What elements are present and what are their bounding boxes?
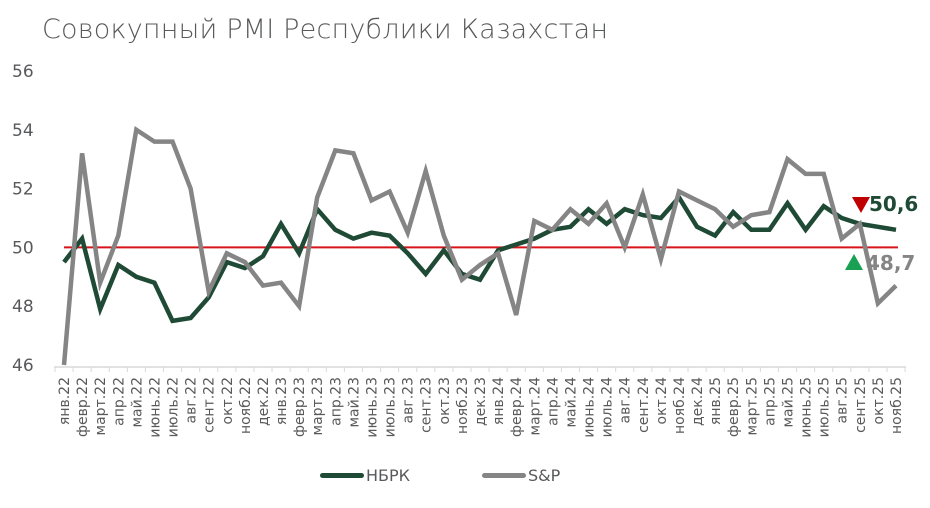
- y-tick-label: 46: [12, 356, 34, 376]
- x-tick-label: апр.24: [545, 377, 561, 426]
- x-tick-label: апр.25: [762, 377, 778, 426]
- series-layer: [61, 126, 898, 366]
- x-tick-label: сент.22: [202, 377, 218, 433]
- annotation-sp-value: 48,7: [866, 251, 915, 275]
- x-tick-label: дек.23: [473, 377, 489, 426]
- x-tick-label: нояб.24: [672, 377, 688, 434]
- x-tick-label: янв.22: [57, 377, 73, 425]
- x-tick-label: июль.24: [600, 377, 616, 437]
- x-tick-label: февр.25: [726, 377, 742, 437]
- x-tick-label: апр.23: [328, 377, 344, 426]
- y-axis: 46 48 50 52 54 56: [12, 62, 34, 376]
- x-tick-label: март.22: [93, 377, 109, 435]
- x-tick-label: сент.24: [636, 377, 652, 433]
- x-tick-label: июль.25: [817, 377, 833, 437]
- up-triangle-icon: [845, 254, 863, 270]
- x-tick-label: май.23: [346, 377, 362, 428]
- x-tick-label: март.25: [744, 377, 760, 435]
- x-tick-label: май.22: [129, 377, 145, 428]
- x-axis: янв.22 февр.22 март.22 апр.22 май.22 июнь.22 и…: [54, 366, 906, 438]
- x-tick-label: февр.24: [509, 377, 525, 437]
- x-tick-label: март.24: [527, 377, 543, 436]
- legend-swatch-nbrk: [320, 473, 364, 478]
- x-tick-label: нояб.22: [238, 377, 254, 434]
- x-tick-label: дек.22: [256, 377, 272, 426]
- x-tick-label: окт.24: [654, 377, 670, 425]
- down-triangle-icon: [852, 197, 870, 213]
- y-tick-label: 54: [12, 121, 34, 141]
- x-tick-label: февр.22: [75, 377, 91, 437]
- annotation-nbrk-value: 50,6: [869, 192, 918, 216]
- x-tick-label: апр.22: [111, 377, 127, 426]
- legend-label-sp: S&P: [528, 466, 561, 485]
- x-tick-label: февр.23: [292, 377, 308, 437]
- series-line-sp: [61, 126, 898, 366]
- x-tick-label: окт.25: [871, 377, 887, 424]
- x-tick-label: нояб.25: [889, 377, 905, 434]
- x-tick-label: март.23: [310, 377, 326, 435]
- x-tick-label: май.25: [780, 377, 796, 428]
- x-tick-label: июнь.22: [147, 377, 163, 438]
- x-tick-label: сент.25: [853, 377, 869, 433]
- x-tick-label: янв.24: [491, 377, 507, 425]
- x-tick-label: янв.25: [708, 377, 724, 425]
- x-tick-label: июль.23: [383, 377, 399, 437]
- x-tick-label: июнь.24: [582, 377, 598, 438]
- legend-item-nbrk: НБРК: [320, 466, 410, 485]
- legend-item-sp: S&P: [482, 466, 560, 485]
- x-tick-label: авг.22: [184, 377, 200, 423]
- x-tick-label: окт.23: [437, 377, 453, 424]
- x-tick-label: окт.22: [220, 377, 236, 424]
- y-tick-label: 56: [12, 62, 34, 82]
- annotations: 50,6 48,7: [845, 192, 918, 275]
- x-tick-label: янв.23: [274, 377, 290, 425]
- x-tick-label: сент.23: [419, 377, 435, 433]
- x-tick-label: авг.24: [618, 377, 634, 424]
- y-tick-label: 52: [12, 180, 34, 200]
- series-line-nbrk: [62, 193, 897, 324]
- chart-title: Совокупный PMI Республики Казахстан: [42, 14, 609, 45]
- x-tick-label: июль.22: [166, 377, 182, 437]
- x-tick-label: авг.23: [401, 377, 417, 423]
- x-tick-label: июнь.25: [799, 377, 815, 438]
- legend-swatch-sp: [482, 473, 526, 478]
- y-tick-label: 48: [12, 297, 34, 317]
- x-tick-label: дек.24: [690, 377, 706, 426]
- legend-label-nbrk: НБРК: [366, 466, 411, 485]
- x-tick-label: июнь.23: [364, 377, 380, 438]
- x-tick-label: авг.25: [835, 377, 851, 423]
- y-tick-label: 50: [12, 238, 34, 258]
- x-tick-label: нояб.23: [455, 377, 471, 434]
- x-tick-label: май.24: [563, 377, 579, 428]
- legend: НБРК S&P: [0, 466, 930, 490]
